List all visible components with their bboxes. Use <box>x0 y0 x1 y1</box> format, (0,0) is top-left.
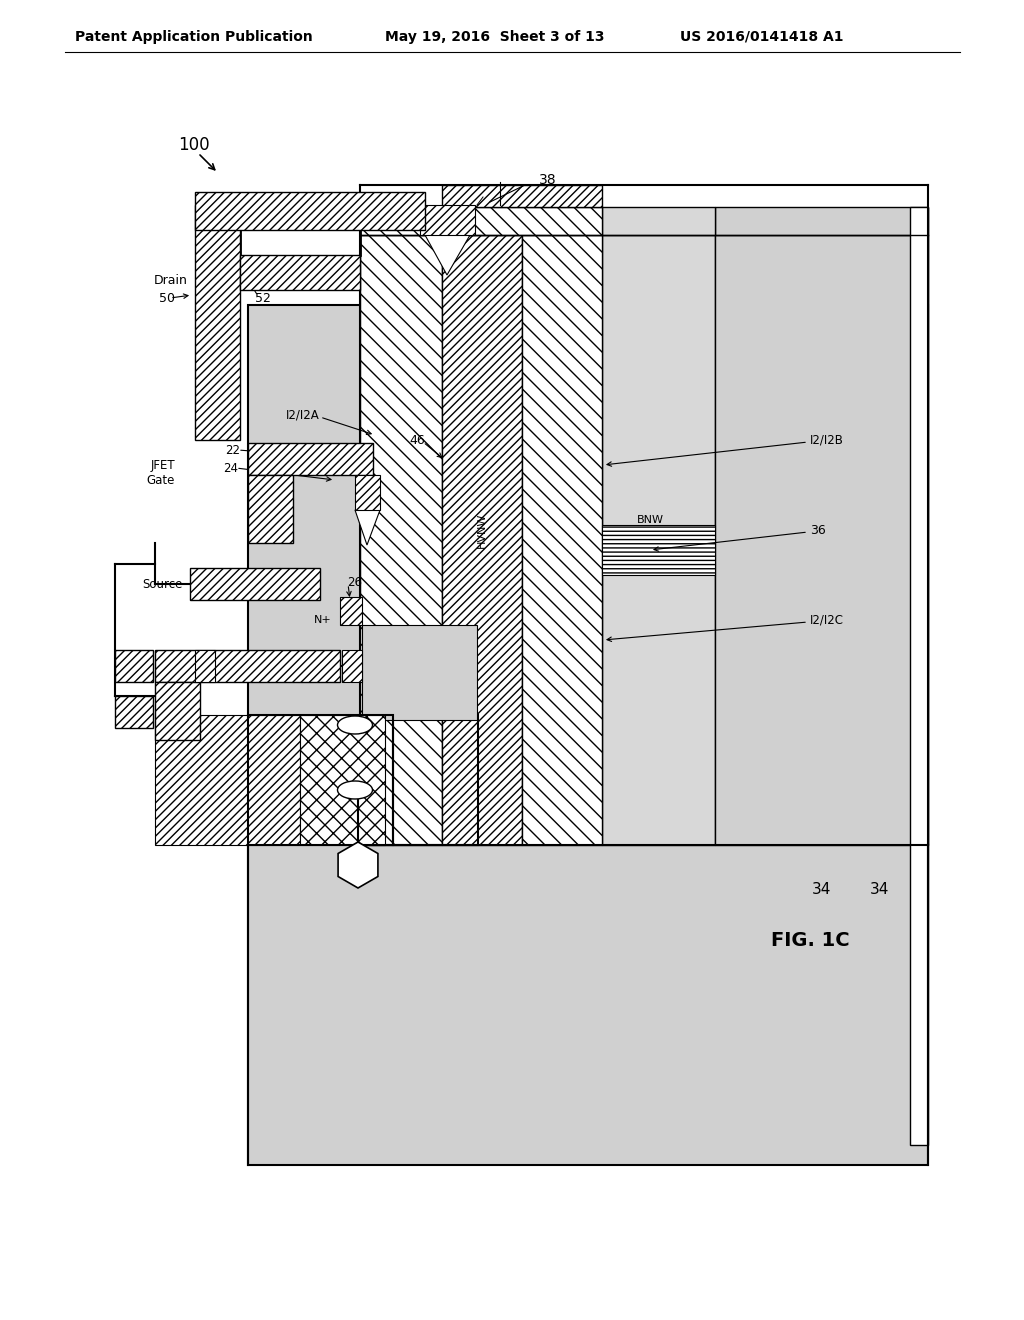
Text: PBL: PBL <box>332 775 352 785</box>
Text: FIG. 1C: FIG. 1C <box>771 931 849 949</box>
Bar <box>602 207 715 235</box>
Text: 34: 34 <box>812 883 831 898</box>
Bar <box>360 235 442 845</box>
Bar <box>355 475 380 510</box>
Text: 20: 20 <box>470 189 485 202</box>
Text: Gate: Gate <box>120 668 148 681</box>
Bar <box>420 205 475 235</box>
Bar <box>393 715 478 845</box>
Text: N+: N+ <box>314 615 332 624</box>
Text: 52: 52 <box>255 292 271 305</box>
Polygon shape <box>355 510 380 545</box>
Bar <box>115 649 153 682</box>
Bar <box>715 207 928 235</box>
Text: JFET: JFET <box>123 653 148 667</box>
Bar <box>522 235 602 845</box>
Bar <box>240 255 360 290</box>
Text: P+: P+ <box>318 660 333 671</box>
Text: 100: 100 <box>178 136 210 154</box>
Bar <box>362 624 477 719</box>
Text: 36: 36 <box>810 524 825 536</box>
Bar <box>442 185 602 207</box>
Text: 38: 38 <box>540 173 557 187</box>
Polygon shape <box>425 235 470 275</box>
Bar <box>195 649 215 682</box>
Text: I2/I2C: I2/I2C <box>810 614 844 627</box>
Polygon shape <box>338 842 378 888</box>
Text: P+: P+ <box>171 660 186 671</box>
Bar <box>195 205 240 440</box>
Bar <box>300 715 385 845</box>
Text: I2/I2B: I2/I2B <box>810 433 844 446</box>
Bar <box>248 444 373 475</box>
Text: 22: 22 <box>225 444 240 457</box>
Text: Patent Application Publication: Patent Application Publication <box>75 30 312 44</box>
Bar <box>248 715 393 845</box>
Text: N+: N+ <box>483 215 501 224</box>
Bar <box>155 682 200 741</box>
Text: JFET: JFET <box>151 458 175 471</box>
Bar <box>248 305 928 1166</box>
Bar <box>360 305 928 414</box>
Text: 26: 26 <box>347 576 362 589</box>
Bar <box>442 235 522 845</box>
Text: HVNW: HVNW <box>477 512 487 548</box>
Bar <box>190 568 319 601</box>
Text: I2/I2A: I2/I2A <box>287 408 319 421</box>
Text: 46: 46 <box>410 433 425 446</box>
Bar <box>342 649 362 682</box>
Text: Gate: Gate <box>146 474 175 487</box>
Bar <box>155 715 300 845</box>
Bar <box>248 475 293 543</box>
Text: Drain: Drain <box>155 273 188 286</box>
Bar <box>155 649 340 682</box>
Text: PW: PW <box>219 825 237 836</box>
Text: 50: 50 <box>159 292 175 305</box>
Text: 40/40B: 40/40B <box>396 697 433 708</box>
Text: May 19, 2016  Sheet 3 of 13: May 19, 2016 Sheet 3 of 13 <box>385 30 604 44</box>
Text: PW: PW <box>411 680 429 690</box>
Bar <box>715 235 928 845</box>
Text: Source: Source <box>142 578 183 591</box>
Text: 48B: 48B <box>287 748 310 762</box>
Text: 24: 24 <box>223 462 238 474</box>
Text: BNW: BNW <box>637 515 664 525</box>
Bar <box>360 207 602 235</box>
Bar <box>115 696 153 729</box>
Bar <box>602 525 715 576</box>
Bar <box>195 191 425 230</box>
Bar <box>910 207 928 1144</box>
Bar <box>602 235 715 845</box>
Text: 34: 34 <box>870 883 890 898</box>
Bar <box>340 597 362 624</box>
Ellipse shape <box>338 781 373 799</box>
Text: US 2016/0141418 A1: US 2016/0141418 A1 <box>680 30 844 44</box>
Ellipse shape <box>338 715 373 734</box>
